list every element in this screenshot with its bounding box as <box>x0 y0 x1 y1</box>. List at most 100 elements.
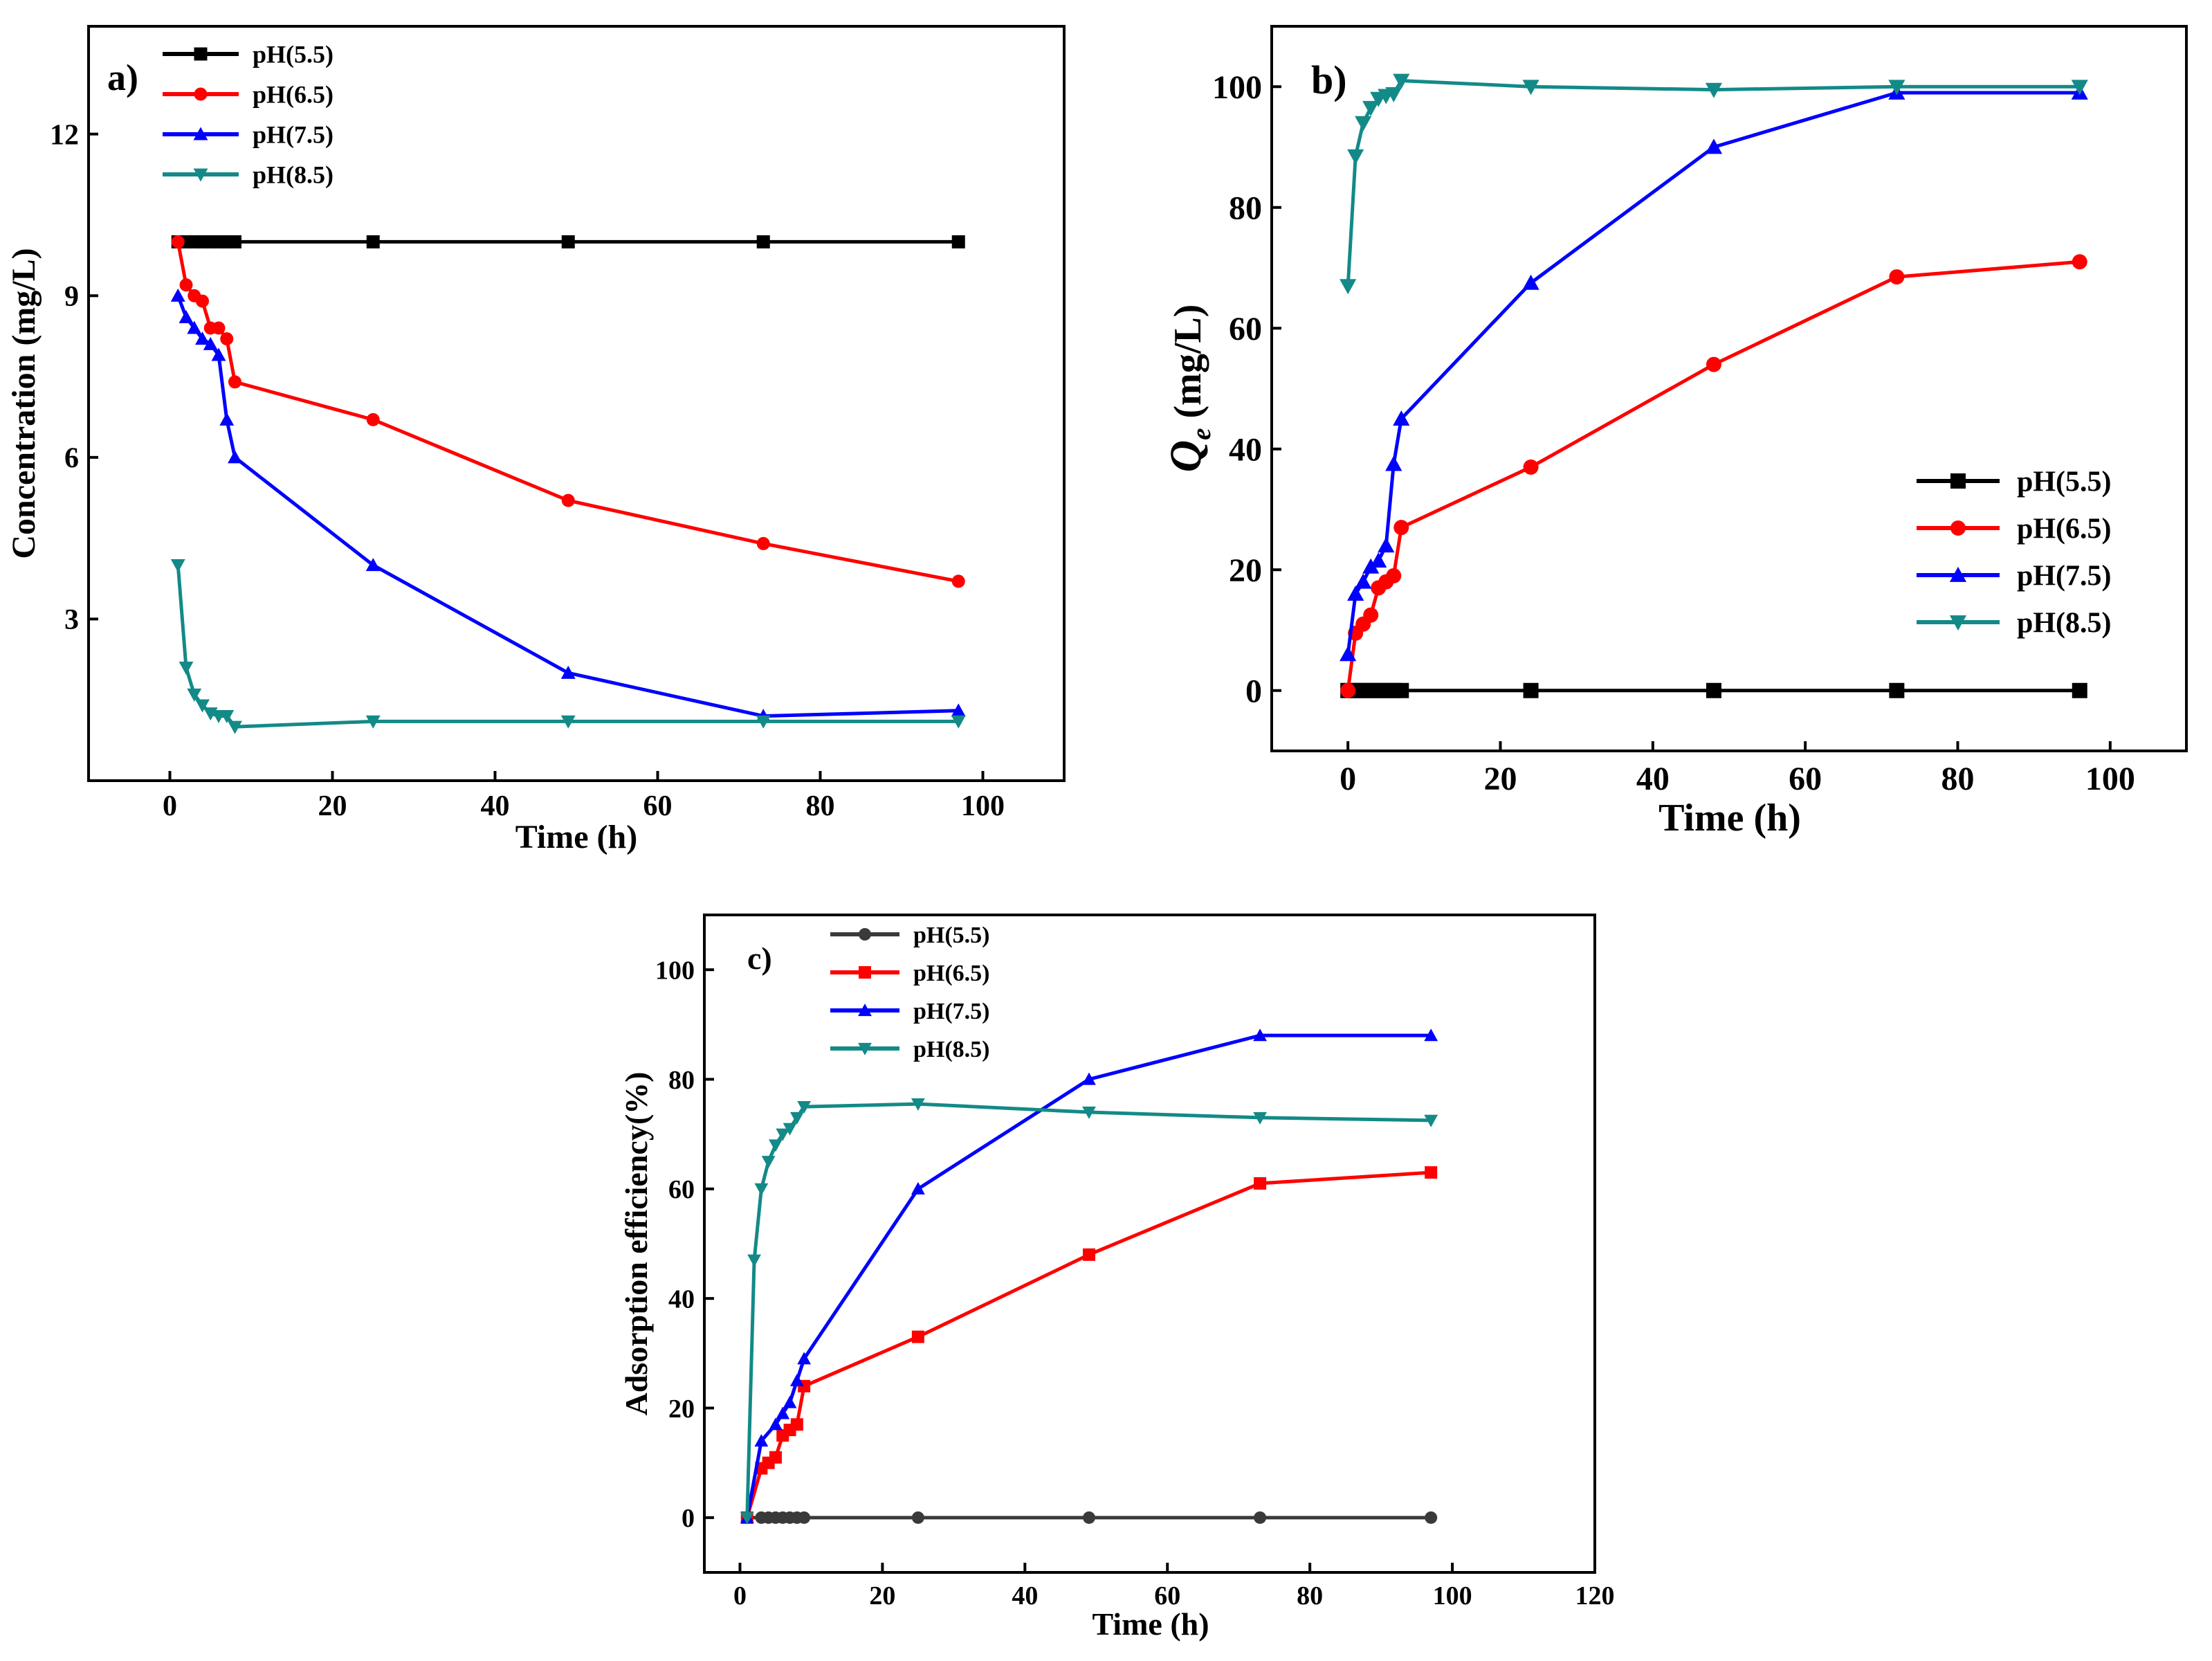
data-point <box>797 1100 812 1114</box>
x-tick-label: 100 <box>1433 1581 1472 1610</box>
y-tick-label: 40 <box>1229 432 1262 469</box>
data-point <box>170 288 185 302</box>
y-axis-label: Adsorption efficiency(%) <box>619 1072 654 1416</box>
panel-label: a) <box>107 57 138 98</box>
data-point <box>2072 254 2087 270</box>
data-point <box>789 1374 804 1387</box>
data-point <box>1523 459 1539 475</box>
data-point <box>228 235 241 248</box>
x-axis-label: Time (h) <box>1092 1606 1209 1642</box>
data-point <box>1424 1028 1438 1042</box>
y-tick-label: 0 <box>1245 673 1262 710</box>
y-axis-label-subscript: e <box>1187 428 1216 439</box>
legend-label: pH(8.5) <box>2017 608 2112 639</box>
plot-frame <box>703 914 1596 1574</box>
x-tick-label: 20 <box>1484 761 1517 797</box>
x-tick-label: 0 <box>1340 761 1356 797</box>
data-point <box>1362 558 1380 574</box>
series-line-pH(6.5) <box>1346 260 2080 691</box>
data-point <box>561 493 575 507</box>
y-tick-label: 100 <box>1212 69 1262 106</box>
data-point <box>951 574 965 588</box>
y-tick-label: 3 <box>64 604 79 636</box>
legend-marker <box>858 1042 872 1055</box>
legend-label: pH(7.5) <box>253 121 333 149</box>
legend-marker <box>858 1004 872 1017</box>
y-tick-label: 40 <box>668 1285 695 1314</box>
data-point <box>1253 1111 1267 1125</box>
x-tick-label: 20 <box>318 790 347 822</box>
series-line-pH(7.5) <box>1346 91 2080 655</box>
data-point <box>203 336 218 350</box>
data-point <box>911 1511 924 1524</box>
legend-marker <box>194 47 208 61</box>
data-point <box>1888 80 1905 96</box>
data-point <box>790 1418 803 1431</box>
data-point <box>1522 274 1539 290</box>
series-line-pH(8.5) <box>176 565 959 729</box>
data-point <box>1393 73 1410 89</box>
data-point <box>179 278 193 292</box>
data-point <box>1340 279 1357 295</box>
panel-a-concentration-chart: 0 20 40 60 80 100 3 6 9 12 pH(5.5) pH(6.5) pH(7.5) pH… <box>6 25 1066 855</box>
x-tick-label: 60 <box>1154 1581 1180 1610</box>
data-point <box>187 688 202 702</box>
panel-label: c) <box>747 941 772 976</box>
x-axis-label: Time (h) <box>1658 797 1801 839</box>
data-point <box>783 1123 797 1136</box>
data-point <box>769 1451 782 1464</box>
legend-label: pH(5.5) <box>913 923 990 948</box>
panel-b-qe-chart: 0 20 40 60 80 100 0 20 40 60 80 100 pH(5.5) pH(6.5) pH… <box>1161 25 2188 839</box>
data-point <box>228 720 242 734</box>
legend-label: pH(5.5) <box>2017 466 2112 498</box>
data-point <box>366 412 380 426</box>
data-point <box>756 536 770 550</box>
data-point <box>219 710 235 724</box>
data-point <box>2071 80 2088 96</box>
x-tick-label: 80 <box>1941 761 1975 797</box>
legend-label: pH(7.5) <box>913 999 990 1024</box>
data-point <box>228 375 241 389</box>
y-tick-label: 12 <box>50 119 79 151</box>
series-line-pH(6.5) <box>745 1170 1432 1518</box>
data-point <box>776 1128 790 1141</box>
data-point <box>187 320 202 334</box>
data-point <box>1340 682 1356 698</box>
data-point <box>1705 82 1723 98</box>
data-point <box>561 235 575 248</box>
data-point <box>951 703 966 717</box>
x-axis-label: Time (h) <box>515 819 637 855</box>
legend-label: pH(6.5) <box>913 961 990 986</box>
data-point <box>1889 269 1905 285</box>
data-point <box>1705 138 1723 154</box>
data-point <box>1082 1106 1096 1119</box>
x-tick-label: 40 <box>481 790 510 822</box>
x-tick-label: 60 <box>643 790 673 822</box>
legend-marker <box>859 966 871 979</box>
y-axis-label-unit: (mg/L) <box>1167 305 1209 428</box>
data-point <box>179 661 194 675</box>
data-point <box>951 235 965 248</box>
data-point <box>740 1512 754 1525</box>
data-point <box>798 1511 811 1524</box>
y-tick-label: 80 <box>668 1066 695 1095</box>
data-point <box>1254 1177 1267 1190</box>
data-point <box>754 1434 769 1447</box>
data-point <box>789 1111 804 1125</box>
y-tick-label: 80 <box>1229 190 1262 227</box>
y-tick-label: 0 <box>682 1504 695 1533</box>
data-point <box>211 347 226 361</box>
data-point <box>195 699 210 713</box>
data-point <box>2072 682 2087 698</box>
data-point <box>1385 87 1402 102</box>
data-point <box>754 1183 769 1196</box>
legend-marker <box>193 127 208 140</box>
data-point <box>1340 646 1357 662</box>
legend-marker <box>1950 473 1966 489</box>
series-line-pH(8.5) <box>745 1102 1432 1518</box>
data-point <box>1082 1248 1095 1261</box>
legend-marker <box>859 928 871 941</box>
y-tick-label: 100 <box>655 956 695 985</box>
panel-c-adsorption-efficiency-chart: 0 20 40 60 80 100 120 0 20 40 60 80 100 pH(5.5) pH(6.5… <box>619 914 1615 1642</box>
